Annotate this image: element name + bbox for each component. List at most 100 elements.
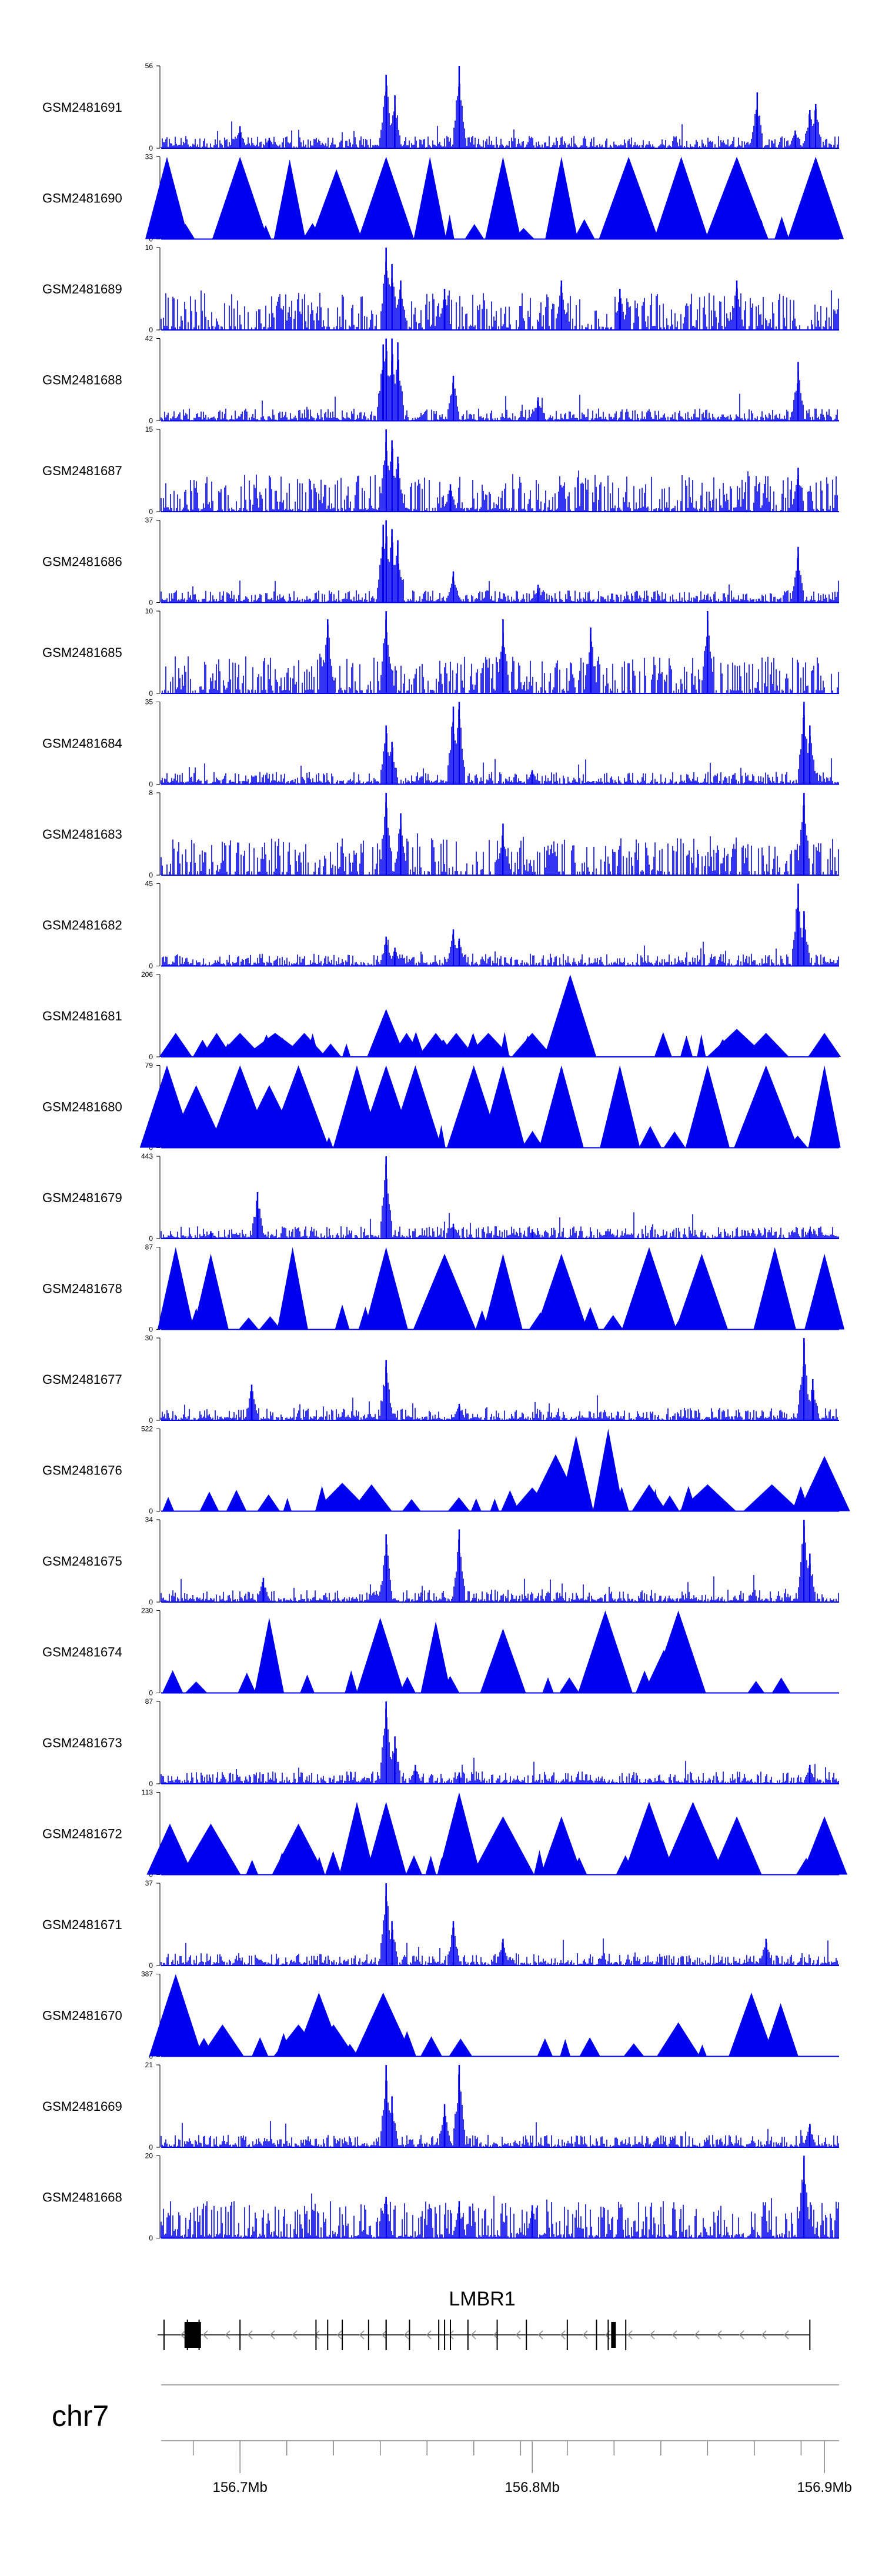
strand-arrow bbox=[739, 2330, 744, 2340]
signal-bars bbox=[161, 536, 839, 603]
signal-peak bbox=[149, 1974, 203, 2057]
signal-peak bbox=[599, 156, 659, 239]
y-tick-label-max: 56 bbox=[145, 62, 153, 70]
track-label: GSM2481691 bbox=[42, 100, 122, 115]
signal-peak bbox=[729, 1992, 774, 2057]
signal-triangle bbox=[465, 223, 485, 239]
track-label: GSM2481688 bbox=[42, 373, 122, 388]
track-GSM2481687: GSM2481687 15 0 bbox=[42, 425, 839, 516]
signal-peak bbox=[480, 1065, 526, 1148]
y-tick-label-max: 230 bbox=[141, 1607, 153, 1615]
strand-arrow bbox=[247, 2330, 253, 2340]
track-label: GSM2481673 bbox=[42, 1736, 122, 1750]
axis-major-label: 156.7Mb bbox=[212, 2480, 267, 2495]
signal-peak bbox=[801, 1816, 848, 1875]
signal-peak bbox=[268, 1065, 329, 1148]
strand-arrow bbox=[627, 2330, 633, 2340]
signal-triangle bbox=[447, 1497, 470, 1511]
signal-bars bbox=[162, 619, 839, 693]
y-tick-label-max: 37 bbox=[145, 1879, 153, 1887]
signal-peak bbox=[312, 2024, 355, 2057]
track-label: GSM2481689 bbox=[42, 282, 122, 296]
signal-peak bbox=[632, 1484, 667, 1511]
strand-arrow bbox=[671, 2330, 677, 2340]
signal-triangle bbox=[345, 1670, 358, 1693]
axis-major-label: 156.8Mb bbox=[505, 2480, 559, 2495]
signal-triangle bbox=[259, 1316, 281, 1330]
y-tick-label-max: 79 bbox=[145, 1062, 153, 1070]
signal-peak bbox=[753, 1247, 796, 1330]
signal-peak bbox=[181, 1823, 241, 1875]
track-label: GSM2481680 bbox=[42, 1100, 122, 1115]
signal-peak bbox=[622, 1247, 677, 1330]
strand-arrow bbox=[560, 2330, 566, 2340]
strand-arrow bbox=[269, 2330, 275, 2340]
signal-peak bbox=[314, 1483, 370, 1511]
strand-arrow bbox=[336, 2330, 342, 2340]
signal-triangle bbox=[697, 1034, 706, 1057]
strand-arrow bbox=[716, 2330, 722, 2340]
signal-triangle bbox=[663, 1131, 686, 1148]
track-label: GSM2481681 bbox=[42, 1009, 122, 1023]
signal-triangle bbox=[405, 1855, 423, 1875]
signal-bars bbox=[161, 2179, 839, 2238]
y-tick-label-max: 35 bbox=[145, 698, 153, 706]
y-tick-label-max: 34 bbox=[145, 1516, 153, 1524]
signal-triangle bbox=[660, 1495, 680, 1511]
signal-peak bbox=[485, 156, 522, 239]
signal-triangle bbox=[238, 1673, 256, 1693]
signal-peak bbox=[679, 1484, 737, 1511]
strand-arrow bbox=[649, 2330, 655, 2340]
y-tick-label-zero: 0 bbox=[149, 2143, 153, 2151]
signal-peak bbox=[535, 1253, 587, 1330]
signal-peak bbox=[808, 1033, 841, 1057]
strand-arrow bbox=[359, 2330, 365, 2340]
track-GSM2481675: GSM2481675 34 0 bbox=[42, 1516, 839, 1606]
y-tick-label-zero: 0 bbox=[149, 1689, 153, 1697]
y-tick-label-max: 37 bbox=[145, 516, 153, 525]
y-tick-label-max: 45 bbox=[145, 880, 153, 888]
signal-bars bbox=[161, 1896, 839, 1966]
track-GSM2481681: GSM2481681 206 0 bbox=[42, 970, 841, 1061]
signal-triangle bbox=[402, 1499, 421, 1511]
strand-arrow bbox=[783, 2330, 789, 2340]
signal-bars bbox=[161, 84, 839, 148]
gene-label: LMBR1 bbox=[449, 2288, 515, 2310]
track-label: GSM2481675 bbox=[42, 1554, 122, 1569]
signal-peak bbox=[559, 1435, 594, 1511]
signal-triangle bbox=[771, 1677, 791, 1693]
genome-axis-track: chr7 156.7Mb 156.8Mb 156.9Mb bbox=[52, 2384, 852, 2495]
y-tick-label-max: 42 bbox=[145, 335, 153, 343]
signal-triangle bbox=[420, 2036, 443, 2057]
signal-peak bbox=[808, 1065, 841, 1148]
y-tick-label-zero: 0 bbox=[149, 1961, 153, 1970]
signal-peak bbox=[743, 1484, 801, 1511]
signal-peak bbox=[420, 1621, 451, 1693]
signal-triangle bbox=[560, 2039, 571, 2057]
signal-peak bbox=[353, 1992, 413, 2057]
track-GSM2481684: GSM2481684 35 0 bbox=[42, 698, 839, 789]
signal-peak bbox=[799, 1456, 850, 1511]
signal-peak bbox=[201, 2024, 245, 2057]
signal-peak bbox=[167, 1085, 225, 1148]
signal-bars bbox=[161, 1164, 839, 1239]
signal-triangle bbox=[522, 1130, 544, 1148]
signal-triangle bbox=[185, 1681, 208, 1693]
signal-bars bbox=[161, 802, 839, 875]
track-GSM2481677: GSM2481677 30 0 bbox=[42, 1334, 839, 1424]
signal-peak bbox=[389, 1065, 442, 1148]
y-tick-label-zero: 0 bbox=[149, 1507, 153, 1516]
signal-peak bbox=[282, 1033, 326, 1057]
signal-peak bbox=[539, 1065, 584, 1148]
signal-triangle bbox=[445, 214, 455, 239]
signal-triangle bbox=[747, 1681, 765, 1693]
y-tick-label-zero: 0 bbox=[149, 962, 153, 970]
signal-bars bbox=[161, 1709, 839, 1784]
signal-peak bbox=[366, 1801, 407, 1875]
track-GSM2481672: GSM24816721130 bbox=[42, 1788, 848, 1879]
signal-triangle bbox=[199, 1491, 219, 1511]
signal-peak bbox=[787, 156, 844, 239]
y-tick-label-zero: 0 bbox=[149, 599, 153, 607]
strand-arrow bbox=[225, 2330, 230, 2340]
track-label: GSM2481678 bbox=[42, 1282, 122, 1296]
